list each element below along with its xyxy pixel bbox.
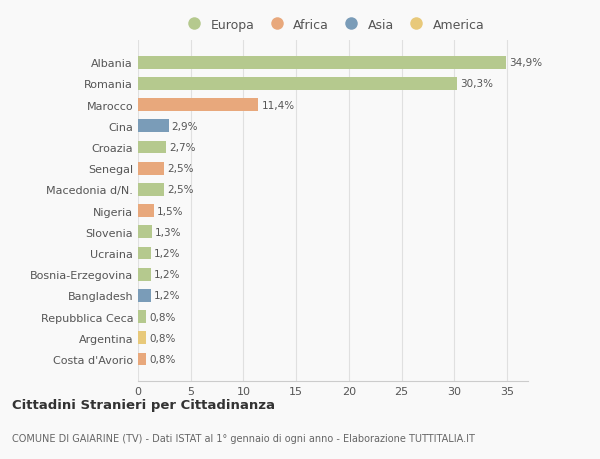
Text: Cittadini Stranieri per Cittadinanza: Cittadini Stranieri per Cittadinanza bbox=[12, 398, 275, 412]
Text: 0,8%: 0,8% bbox=[149, 312, 176, 322]
Text: 1,2%: 1,2% bbox=[154, 269, 181, 280]
Text: 2,9%: 2,9% bbox=[172, 122, 198, 132]
Bar bbox=[138, 120, 169, 133]
Bar bbox=[138, 99, 258, 112]
Bar bbox=[138, 332, 146, 344]
Text: 0,8%: 0,8% bbox=[149, 333, 176, 343]
Bar bbox=[138, 205, 154, 218]
Text: 2,7%: 2,7% bbox=[170, 143, 196, 153]
Bar bbox=[138, 57, 506, 69]
Text: 0,8%: 0,8% bbox=[149, 354, 176, 364]
Text: COMUNE DI GAIARINE (TV) - Dati ISTAT al 1° gennaio di ogni anno - Elaborazione T: COMUNE DI GAIARINE (TV) - Dati ISTAT al … bbox=[12, 433, 475, 442]
Text: 1,3%: 1,3% bbox=[155, 227, 181, 237]
Bar bbox=[138, 268, 151, 281]
Bar bbox=[138, 162, 164, 175]
Text: 1,2%: 1,2% bbox=[154, 248, 181, 258]
Text: 1,2%: 1,2% bbox=[154, 291, 181, 301]
Text: 1,5%: 1,5% bbox=[157, 206, 184, 216]
Bar bbox=[138, 184, 164, 196]
Bar bbox=[138, 247, 151, 260]
Bar bbox=[138, 78, 457, 90]
Bar bbox=[138, 141, 166, 154]
Legend: Europa, Africa, Asia, America: Europa, Africa, Asia, America bbox=[176, 14, 490, 37]
Text: 34,9%: 34,9% bbox=[509, 58, 542, 68]
Text: 30,3%: 30,3% bbox=[461, 79, 494, 89]
Text: 2,5%: 2,5% bbox=[167, 185, 194, 195]
Text: 11,4%: 11,4% bbox=[262, 101, 295, 110]
Bar bbox=[138, 226, 152, 239]
Bar bbox=[138, 289, 151, 302]
Text: 2,5%: 2,5% bbox=[167, 164, 194, 174]
Bar bbox=[138, 353, 146, 365]
Bar bbox=[138, 311, 146, 323]
